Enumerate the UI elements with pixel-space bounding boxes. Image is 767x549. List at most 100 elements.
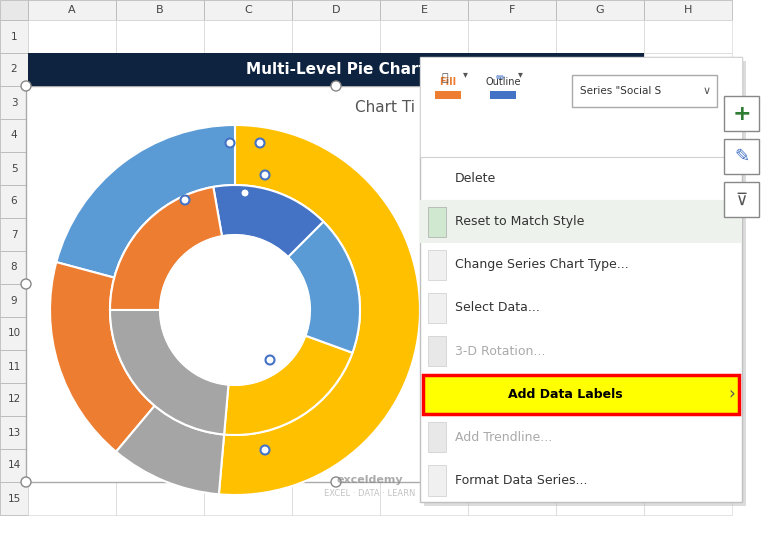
Bar — [28, 119, 116, 152]
Bar — [0, 416, 28, 449]
Bar — [204, 86, 292, 119]
Bar — [0, 383, 28, 416]
Bar — [28, 185, 116, 218]
Bar — [28, 482, 116, 515]
Text: 3-D Rotation...: 3-D Rotation... — [455, 345, 545, 357]
Bar — [116, 119, 204, 152]
Bar — [380, 119, 468, 152]
Bar — [204, 218, 292, 251]
Circle shape — [241, 188, 249, 198]
Bar — [0, 251, 28, 284]
Bar — [556, 119, 644, 152]
Bar — [292, 185, 380, 218]
Bar — [468, 449, 556, 482]
Wedge shape — [110, 187, 222, 310]
Circle shape — [641, 477, 651, 487]
Bar — [468, 152, 556, 185]
Text: 15: 15 — [8, 494, 21, 503]
Bar — [28, 86, 116, 119]
Bar — [468, 317, 556, 350]
Bar — [204, 119, 292, 152]
Bar — [380, 20, 468, 53]
Bar — [380, 416, 468, 449]
Bar — [644, 119, 732, 152]
Text: 1: 1 — [11, 31, 18, 42]
Bar — [0, 482, 28, 515]
Bar — [0, 218, 28, 251]
Bar — [644, 152, 732, 185]
Bar — [420, 57, 742, 502]
Bar — [204, 383, 292, 416]
Bar — [116, 284, 204, 317]
Text: 🪣: 🪣 — [442, 73, 449, 83]
Bar — [644, 317, 732, 350]
Circle shape — [331, 81, 341, 91]
Circle shape — [225, 138, 235, 148]
Bar — [116, 152, 204, 185]
Text: ▾: ▾ — [518, 69, 522, 79]
Text: 9: 9 — [11, 295, 18, 305]
Bar — [435, 91, 461, 99]
Bar — [28, 0, 116, 20]
Bar — [28, 350, 116, 383]
Bar — [380, 152, 468, 185]
Bar — [26, 86, 646, 482]
Bar — [468, 416, 556, 449]
Bar — [204, 482, 292, 515]
Text: F: F — [509, 5, 515, 15]
Text: ⊽: ⊽ — [736, 191, 748, 209]
Bar — [556, 86, 644, 119]
Bar — [380, 251, 468, 284]
Text: 13: 13 — [8, 428, 21, 438]
Bar — [28, 152, 116, 185]
Bar — [556, 251, 644, 284]
Text: 8: 8 — [11, 262, 18, 272]
Text: ›: › — [729, 385, 736, 403]
Bar — [380, 317, 468, 350]
Circle shape — [21, 477, 31, 487]
Bar — [420, 57, 742, 157]
Bar — [204, 317, 292, 350]
Bar — [556, 0, 644, 20]
Bar — [380, 185, 468, 218]
Bar — [116, 218, 204, 251]
Bar — [380, 218, 468, 251]
Text: ✏: ✏ — [495, 73, 505, 83]
Bar — [380, 53, 468, 86]
Text: 11: 11 — [8, 361, 21, 372]
Bar — [644, 0, 732, 20]
Wedge shape — [288, 222, 360, 353]
Text: exceldemy: exceldemy — [337, 475, 403, 485]
Bar — [468, 53, 556, 86]
Bar — [468, 0, 556, 20]
Bar — [116, 86, 204, 119]
Bar — [292, 317, 380, 350]
Bar — [556, 20, 644, 53]
Bar — [556, 416, 644, 449]
Bar — [468, 86, 556, 119]
Bar — [424, 61, 746, 506]
Text: 5: 5 — [11, 164, 18, 173]
Circle shape — [261, 171, 269, 180]
Bar — [380, 449, 468, 482]
Text: 6: 6 — [11, 197, 18, 206]
Bar — [468, 482, 556, 515]
Bar — [468, 20, 556, 53]
Text: Add Data Labels: Add Data Labels — [508, 388, 622, 401]
Text: 2: 2 — [11, 64, 18, 75]
Bar — [292, 482, 380, 515]
Bar — [556, 317, 644, 350]
Bar — [380, 482, 468, 515]
Bar — [556, 53, 644, 86]
Circle shape — [331, 477, 341, 487]
Bar — [380, 0, 468, 20]
Bar — [292, 416, 380, 449]
Bar — [556, 449, 644, 482]
Bar — [556, 482, 644, 515]
Bar — [28, 449, 116, 482]
Bar — [292, 53, 380, 86]
Text: Chart Ti: Chart Ti — [354, 100, 415, 115]
Bar — [644, 218, 732, 251]
Wedge shape — [219, 125, 420, 495]
Bar — [292, 86, 380, 119]
